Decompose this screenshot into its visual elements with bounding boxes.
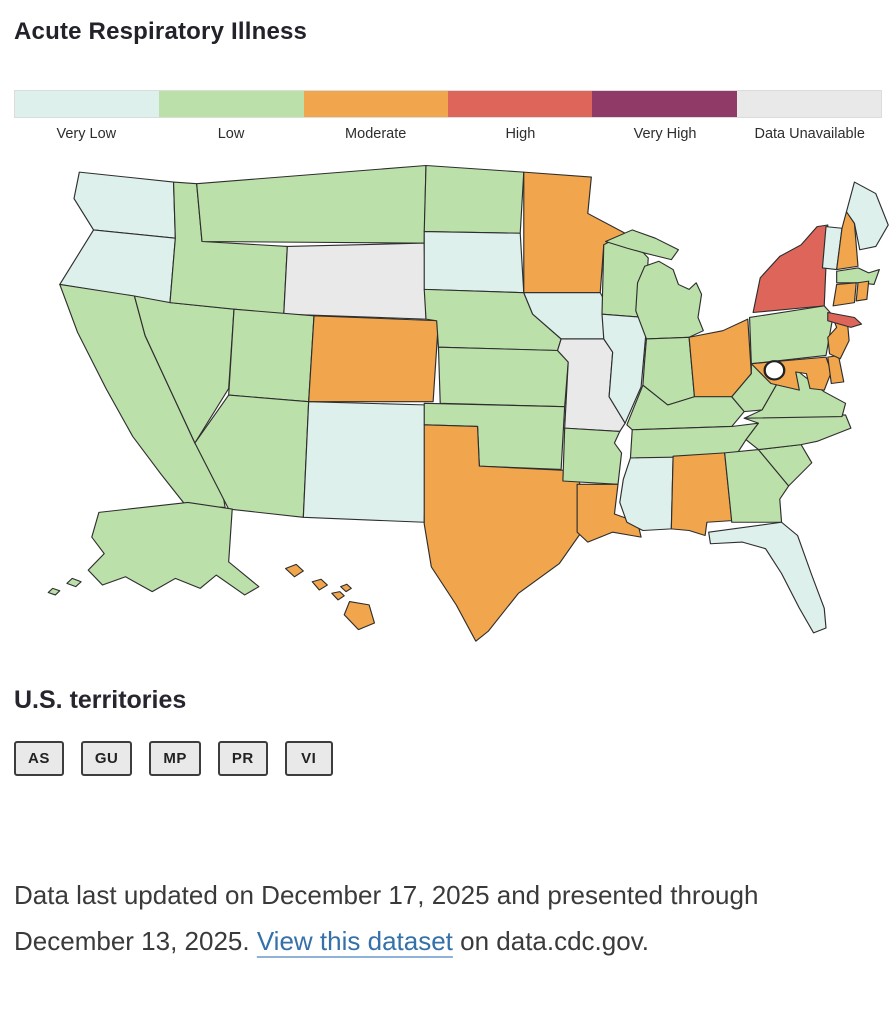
state-TX[interactable] — [423, 424, 584, 642]
state-NH[interactable] — [836, 211, 859, 271]
legend-swatch-high — [447, 91, 593, 117]
state-AR[interactable] — [562, 427, 623, 485]
us-map-svg — [47, 165, 889, 642]
state-HI-big-island[interactable] — [343, 601, 376, 631]
legend: Very Low Low Moderate High Very High Dat… — [14, 90, 882, 143]
state-WA[interactable] — [73, 171, 176, 239]
state-UT[interactable] — [228, 308, 315, 403]
legend-color-bar — [14, 90, 882, 118]
legend-swatch-very-low — [15, 91, 160, 117]
state-SD[interactable] — [423, 231, 525, 294]
legend-label-low: Low — [217, 126, 245, 142]
state-CT[interactable] — [832, 282, 857, 307]
legend-swatch-data-unavailable — [736, 91, 881, 117]
legend-label-high: High — [505, 126, 536, 142]
legend-label-very-low: Very Low — [56, 126, 117, 142]
page-title: Acute Respiratory Illness — [14, 18, 308, 45]
note-text-after-link: on data.cdc.gov. — [452, 926, 649, 957]
territory-button-PR[interactable]: PR — [217, 741, 268, 777]
territory-button-AS[interactable]: AS — [14, 741, 64, 777]
state-WY[interactable] — [283, 242, 427, 320]
state-HI-kauai[interactable] — [284, 563, 304, 578]
dc-marker[interactable] — [763, 360, 786, 381]
legend-label-very-high: Very High — [633, 126, 697, 142]
state-CO[interactable] — [308, 315, 440, 403]
state-NC[interactable] — [743, 414, 852, 451]
territory-button-MP[interactable]: MP — [149, 741, 201, 777]
state-AK-island[interactable] — [47, 587, 61, 596]
state-NM[interactable] — [302, 401, 429, 523]
view-dataset-link[interactable]: View this dataset — [256, 926, 453, 957]
legend-labels: Very Low Low Moderate High Very High Dat… — [14, 125, 882, 143]
note-text-before-link: Data last updated on December 17, 2025 a… — [14, 880, 759, 957]
state-HI-molokai[interactable] — [340, 583, 352, 593]
state-NY-long-island[interactable] — [827, 312, 863, 329]
data-updated-note: Data last updated on December 17, 2025 a… — [14, 872, 874, 981]
state-HI-maui[interactable] — [331, 591, 345, 601]
state-KS[interactable] — [437, 346, 569, 408]
page: Acute Respiratory Illness Very Low Low M… — [10, 18, 889, 981]
state-AL[interactable] — [670, 452, 733, 537]
state-MI-upper[interactable] — [604, 229, 680, 261]
legend-label-data-unavailable: Data Unavailable — [754, 126, 865, 142]
state-ME[interactable] — [845, 181, 889, 251]
state-ND[interactable] — [423, 165, 525, 234]
territory-button-GU[interactable]: GU — [80, 741, 133, 777]
territories-heading: U.S. territories — [14, 686, 187, 715]
territory-buttons: AS GU MP PR VI — [14, 741, 882, 777]
state-DE[interactable] — [827, 355, 845, 385]
legend-swatch-moderate — [303, 91, 448, 117]
us-choropleth-map — [10, 149, 889, 666]
state-LA[interactable] — [576, 483, 642, 543]
territory-button-VI[interactable]: VI — [284, 741, 333, 777]
legend-label-moderate: Moderate — [345, 126, 407, 142]
state-PA[interactable] — [748, 305, 834, 365]
state-AK-island[interactable] — [66, 578, 82, 588]
legend-swatch-very-high — [592, 91, 737, 117]
state-HI-oahu[interactable] — [311, 578, 328, 591]
state-NY[interactable] — [752, 224, 829, 314]
state-MS[interactable] — [619, 455, 674, 532]
state-MI[interactable] — [635, 260, 704, 340]
state-MA[interactable] — [836, 267, 880, 286]
state-AK[interactable] — [87, 502, 260, 596]
state-MT[interactable] — [196, 165, 427, 244]
state-RI[interactable] — [855, 280, 870, 302]
state-AZ[interactable] — [194, 394, 310, 518]
legend-swatch-low — [159, 91, 304, 117]
state-FL[interactable] — [708, 521, 827, 634]
